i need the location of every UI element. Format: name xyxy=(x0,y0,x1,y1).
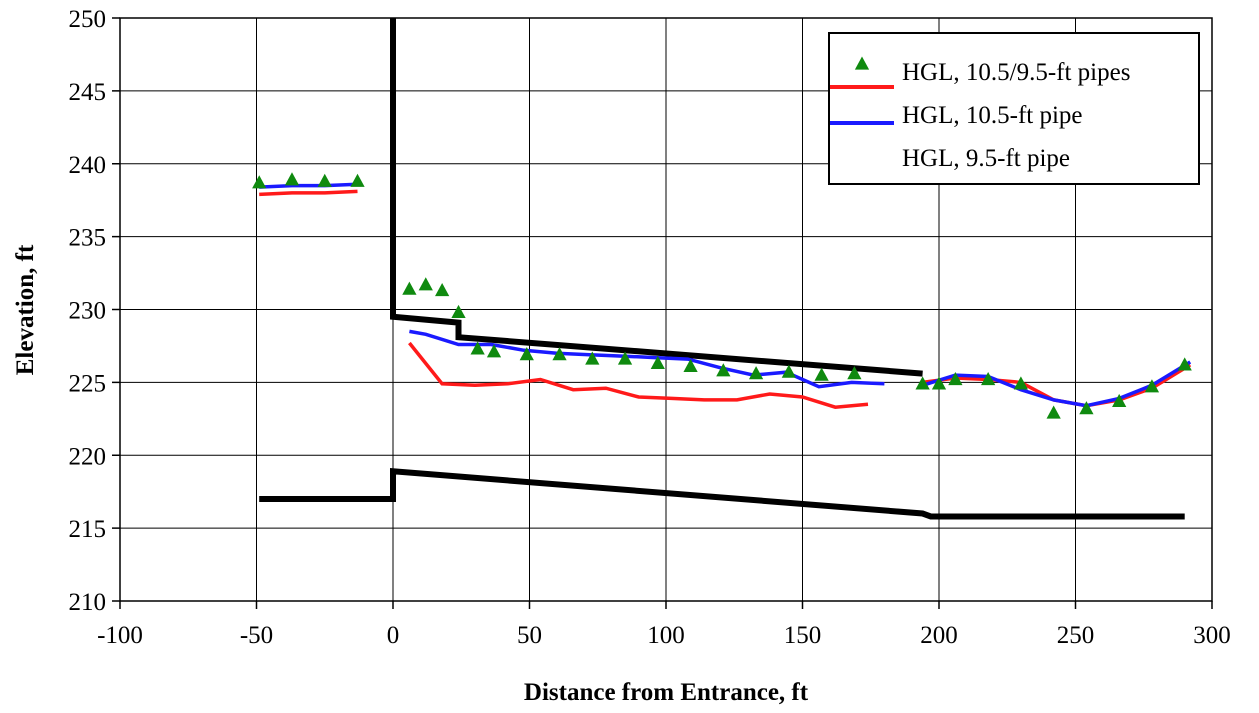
data-point-triangle xyxy=(350,173,365,187)
y-tick-label: 230 xyxy=(69,298,107,325)
y-tick-label: 215 xyxy=(69,516,107,543)
data-point-triangle xyxy=(284,172,300,186)
series-line-segment xyxy=(259,182,358,189)
series-hgl-9-5-ft-pipe xyxy=(259,182,1192,408)
data-point-triangle xyxy=(470,341,485,355)
data-point-triangle xyxy=(931,376,947,390)
data-point-triangle xyxy=(617,351,633,365)
y-tick-label: 250 xyxy=(69,6,107,33)
x-tick-label: 200 xyxy=(920,622,958,649)
y-axis-ticks: 210 215 220 225 230 235 240 245 250 xyxy=(69,6,120,616)
data-point-triangle xyxy=(1079,401,1094,415)
data-point-triangle xyxy=(402,281,417,295)
series-line-segment xyxy=(409,329,885,389)
x-tick-label: 50 xyxy=(517,622,542,649)
legend-box xyxy=(828,32,1200,185)
x-tick-label: 250 xyxy=(1057,622,1095,649)
data-point-triangle xyxy=(585,351,600,365)
x-axis-title: Distance from Entrance, ft xyxy=(524,679,809,706)
series-line-segment xyxy=(390,18,923,377)
x-tick-label: 0 xyxy=(387,622,400,649)
conduit-profile-series xyxy=(259,18,1185,520)
data-point-triangle xyxy=(683,358,698,372)
data-point-triangle xyxy=(252,175,267,189)
data-point-triangle xyxy=(948,371,963,386)
data-point-triangle xyxy=(981,371,996,386)
data-point-triangle xyxy=(1046,405,1061,419)
legend-label-combined: HGL, 10.5/9.5-ft pipes xyxy=(902,59,1130,86)
data-point-triangle xyxy=(486,344,502,358)
data-point-triangle xyxy=(1112,393,1127,407)
x-tick-label: 300 xyxy=(1193,622,1231,649)
data-point-triangle xyxy=(1013,376,1029,390)
legend-label-10-5-pipe: HGL, 10.5-ft pipe xyxy=(902,102,1083,129)
legend-label-9-5-pipe: HGL, 9.5-ft pipe xyxy=(902,145,1070,172)
y-tick-label: 240 xyxy=(69,152,107,179)
x-axis-ticks: -100 -50 0 50 100 150 200 250 300 xyxy=(97,601,1231,649)
x-tick-label: 150 xyxy=(784,622,822,649)
legend-marker-triangle-icon xyxy=(854,56,870,70)
x-tick-label: 100 xyxy=(647,622,685,649)
data-point-triangle xyxy=(781,364,796,378)
y-tick-label: 225 xyxy=(69,370,107,397)
y-tick-label: 235 xyxy=(69,225,107,252)
data-point-triangle xyxy=(317,173,332,187)
data-point-triangle xyxy=(847,366,862,380)
data-point-triangle xyxy=(1177,357,1192,371)
y-axis-title: Elevation, ft xyxy=(12,244,39,375)
series-line-segment xyxy=(408,341,869,409)
data-point-triangle xyxy=(519,347,534,361)
data-point-triangle xyxy=(915,376,930,390)
data-point-triangle xyxy=(748,366,764,380)
data-point-triangle xyxy=(1144,379,1160,393)
data-point-triangle xyxy=(650,355,665,370)
series-layer xyxy=(252,18,1192,520)
y-tick-label: 220 xyxy=(69,443,107,470)
y-tick-label: 210 xyxy=(69,589,107,616)
x-tick-label: -50 xyxy=(240,622,273,649)
data-point-triangle xyxy=(451,304,466,319)
data-point-triangle xyxy=(435,283,450,297)
series-line-segment xyxy=(259,468,1185,520)
data-point-triangle xyxy=(814,367,829,381)
data-point-triangle xyxy=(418,277,433,291)
legend: HGL, 10.5/9.5-ft pipes HGL, 10.5-ft pipe… xyxy=(828,32,1200,185)
y-tick-label: 245 xyxy=(69,79,107,106)
data-point-triangle xyxy=(552,347,567,361)
series-line-segment xyxy=(259,189,358,197)
series-line-segment xyxy=(922,360,1192,408)
data-point-triangle xyxy=(716,363,731,377)
x-tick-label: -100 xyxy=(97,622,143,649)
series-hgl-10-5-9-5-ft-pipes xyxy=(252,172,1192,419)
